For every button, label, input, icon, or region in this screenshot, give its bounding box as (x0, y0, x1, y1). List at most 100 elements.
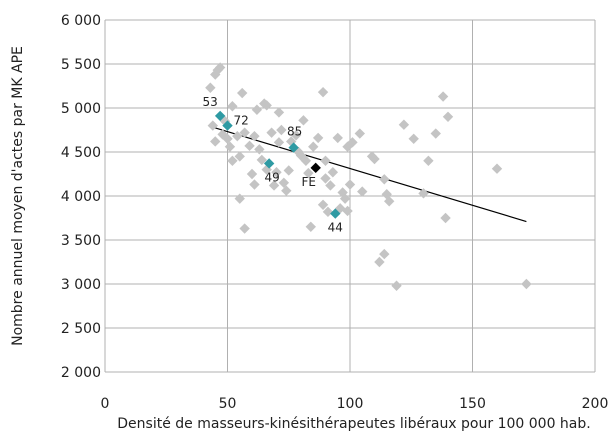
data-point (322, 206, 334, 218)
x-axis-tick-labels: 0 50 100 150 200 (101, 396, 609, 412)
data-point (423, 155, 434, 166)
data-point (391, 280, 402, 291)
data-point (374, 256, 385, 268)
highlight-point (214, 110, 226, 122)
highlight-point (263, 158, 275, 169)
data-point (261, 100, 272, 111)
data-point (332, 132, 343, 144)
data-point (224, 141, 236, 152)
data-point (408, 133, 419, 144)
y-tick-label: 3 000 (61, 277, 101, 293)
data-point (268, 180, 280, 191)
data-point (342, 141, 353, 152)
data-point (207, 120, 218, 131)
data-point (283, 165, 294, 176)
point-label: 85 (287, 125, 302, 139)
data-point (491, 163, 503, 174)
data-point (437, 91, 449, 102)
data-point (210, 136, 221, 147)
data-point (300, 155, 312, 166)
data-point (312, 132, 324, 144)
y-tick-label: 2 500 (61, 321, 101, 337)
data-point (379, 248, 390, 260)
data-points (205, 62, 532, 291)
data-point (234, 193, 245, 204)
data-point (298, 115, 309, 126)
data-point (320, 155, 331, 166)
data-point (266, 127, 277, 138)
data-point (442, 111, 454, 122)
data-point (232, 130, 243, 142)
data-point (244, 140, 255, 152)
point-label: FE (301, 175, 315, 189)
data-point (303, 167, 314, 179)
data-point (249, 179, 260, 190)
data-point (354, 128, 365, 139)
x-tick-label: 100 (337, 396, 364, 412)
data-point (325, 180, 336, 191)
data-point (281, 185, 292, 196)
data-point (251, 104, 263, 115)
highlight-point (330, 208, 341, 219)
data-point (339, 193, 351, 204)
data-point (278, 177, 290, 188)
point-label: 44 (328, 221, 343, 235)
data-point (273, 107, 285, 118)
data-point (205, 82, 216, 93)
y-tick-label: 5 500 (61, 57, 101, 73)
data-point (317, 199, 329, 210)
point-label: 49 (265, 170, 280, 184)
data-point (227, 101, 238, 112)
data-point (276, 124, 287, 136)
y-tick-label: 6 000 (61, 13, 101, 29)
france-point (310, 162, 321, 174)
trendline-group (210, 125, 527, 223)
data-point (256, 154, 267, 166)
data-point (227, 155, 238, 166)
data-point (249, 130, 260, 142)
data-point (347, 137, 358, 148)
data-point (342, 205, 353, 217)
x-tick-label: 50 (219, 396, 237, 412)
data-point (290, 130, 302, 141)
x-tick-label: 150 (459, 396, 486, 412)
y-tick-label: 3 500 (61, 233, 101, 249)
data-point (246, 168, 258, 180)
data-point (305, 221, 316, 232)
data-point (398, 119, 410, 130)
data-point (254, 144, 265, 155)
data-point (273, 137, 285, 148)
highlight-point (288, 142, 299, 153)
data-point (440, 212, 451, 224)
y-tick-label: 5 000 (61, 101, 101, 117)
data-point (320, 173, 331, 184)
point-label: 72 (234, 114, 249, 128)
data-point (384, 196, 395, 207)
gridlines (104, 19, 596, 373)
trendline (210, 125, 527, 223)
data-point (369, 153, 380, 165)
data-point (237, 87, 248, 99)
highlight-point (222, 120, 233, 131)
y-axis-tick-labels: 2 000 2 500 3 000 3 500 4 000 4 500 5 000 5 500… (61, 13, 101, 381)
data-point (234, 151, 245, 162)
y-tick-label: 4 500 (61, 145, 101, 161)
data-point (521, 278, 532, 290)
data-point (418, 188, 429, 199)
y-tick-label: 4 000 (61, 189, 101, 205)
data-point (210, 69, 221, 80)
data-point (357, 186, 368, 197)
x-axis-title: Densité de masseurs-kinésithérapeutes li… (117, 416, 590, 432)
data-point (214, 62, 226, 73)
data-point (327, 167, 339, 178)
data-point (430, 128, 441, 139)
data-point (344, 179, 356, 190)
data-point (317, 86, 329, 98)
data-point (271, 167, 282, 178)
point-labels: 53 72 49 85 44 FE (203, 95, 343, 235)
data-point (308, 141, 319, 152)
point-label: 53 (203, 95, 218, 109)
x-tick-label: 0 (101, 396, 110, 412)
y-tick-label: 2 000 (61, 365, 101, 381)
